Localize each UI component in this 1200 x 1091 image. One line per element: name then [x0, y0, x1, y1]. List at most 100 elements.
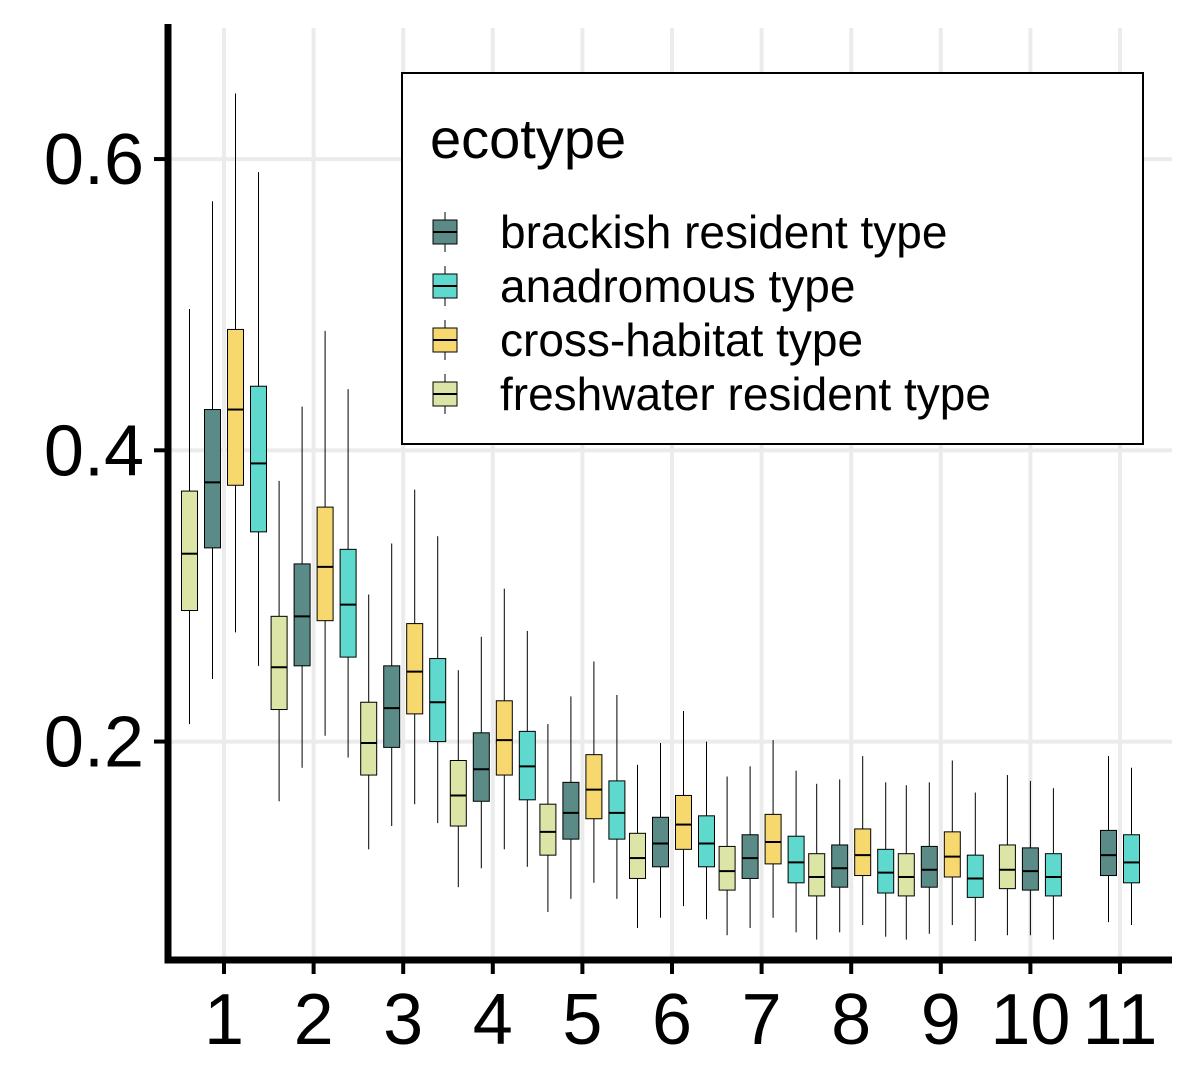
box-body-freshwater-9: [897, 853, 915, 897]
box-body-freshwater-4: [449, 759, 467, 827]
box-body-freshwater-7: [718, 845, 736, 891]
box-brackish-1: [204, 201, 221, 679]
box-body-anadromous-8: [877, 848, 895, 894]
box-brackish-2: [293, 406, 311, 768]
box-body-brackish-6: [652, 816, 669, 868]
box-cross-7: [764, 740, 782, 918]
box-anadromous-4: [518, 630, 536, 867]
box-body-anadromous-1: [250, 385, 267, 533]
box-anadromous-8: [877, 782, 895, 937]
box-freshwater-7: [718, 776, 736, 936]
box-cross-2: [316, 330, 334, 736]
box-freshwater-9: [897, 785, 915, 940]
box-body-brackish-3: [383, 665, 401, 748]
box-cross-6: [675, 710, 692, 907]
box-brackish-8: [831, 779, 849, 933]
box-body-brackish-8: [831, 844, 849, 888]
box-body-freshwater-8: [808, 853, 826, 897]
box-cross-3: [406, 489, 424, 805]
box-body-brackish-1: [204, 409, 221, 549]
legend-item-freshwater: freshwater resident type: [432, 368, 991, 420]
legend-label-freshwater-resident-type: freshwater resident type: [500, 368, 991, 420]
box-body-brackish-11: [1100, 829, 1117, 877]
legend-label-brackish-resident-type: brackish resident type: [500, 206, 947, 258]
box-anadromous-11: [1123, 767, 1140, 926]
box-body-freshwater-5: [539, 803, 557, 856]
box-body-freshwater-6: [629, 832, 646, 879]
x-tick-label-7: 7: [742, 980, 782, 1060]
box-body-brackish-9: [920, 845, 938, 888]
box-brackish-5: [562, 696, 580, 899]
box-body-brackish-10: [1021, 847, 1039, 891]
legend-item-anadromous: anadromous type: [432, 260, 855, 312]
box-body-brackish-4: [472, 732, 490, 802]
x-tick-label-5: 5: [562, 980, 602, 1060]
y-tick-label-0-4: 0.4: [44, 411, 144, 491]
box-anadromous-9: [966, 792, 984, 942]
box-body-anadromous-3: [429, 658, 447, 743]
box-body-freshwater-3: [360, 701, 378, 776]
box-body-anadromous-9: [966, 854, 984, 898]
box-freshwater-4: [449, 670, 467, 888]
x-tick-label-11: 11: [1083, 980, 1158, 1060]
x-tick-label-3: 3: [383, 980, 423, 1060]
box-body-anadromous-10: [1044, 853, 1062, 897]
box-brackish-4: [472, 636, 490, 869]
box-cross-8: [854, 756, 872, 926]
legend-item-brackish: brackish resident type: [432, 206, 947, 258]
box-freshwater-8: [808, 783, 826, 940]
legend-frame: [401, 72, 1144, 445]
box-anadromous-10: [1044, 788, 1062, 940]
x-tick-label-9: 9: [921, 980, 961, 1060]
box-body-anadromous-2: [339, 548, 357, 658]
x-tick-label-4: 4: [473, 980, 513, 1060]
legend-title: ecotype: [430, 107, 626, 170]
box-anadromous-3: [429, 536, 447, 824]
box-body-cross-8: [854, 828, 872, 877]
box-anadromous-2: [339, 389, 357, 758]
x-tick-label-10: 10: [990, 980, 1070, 1060]
box-body-anadromous-6: [698, 815, 715, 868]
box-body-anadromous-7: [787, 835, 805, 884]
box-body-cross-6: [675, 794, 692, 850]
box-cross-5: [585, 661, 603, 883]
x-tick-label-2: 2: [294, 980, 334, 1060]
box-brackish-6: [652, 743, 669, 918]
box-body-freshwater-1: [181, 490, 198, 611]
legend-item-cross: cross-habitat type: [432, 314, 863, 366]
axes: 0.2 0.4 0.6 1 2 3 4 5 6 7 8 9 10 11: [44, 24, 1172, 1060]
box-body-cross-1: [227, 328, 244, 486]
y-tick-label-0-6: 0.6: [44, 120, 144, 200]
box-body-cross-5: [585, 754, 603, 820]
x-tick-label-6: 6: [652, 980, 692, 1060]
x-tick-label-8: 8: [831, 980, 871, 1060]
box-freshwater-2: [270, 480, 288, 802]
box-body-freshwater-10: [998, 844, 1016, 890]
box-body-cross-2: [316, 506, 334, 622]
box-body-anadromous-11: [1123, 834, 1140, 884]
box-brackish-3: [383, 543, 401, 827]
legend-label-cross-habitat-type: cross-habitat type: [500, 314, 863, 366]
box-freshwater-5: [539, 724, 557, 912]
legend: ecotype brackish resident typeanadromous …: [401, 72, 1144, 445]
x-tick-label-1: 1: [204, 980, 244, 1060]
box-cross-9: [943, 760, 961, 926]
box-brackish-9: [920, 782, 938, 934]
legend-label-anadromous-type: anadromous type: [500, 260, 855, 312]
box-freshwater-10: [998, 775, 1016, 936]
box-anadromous-6: [698, 741, 715, 920]
box-anadromous-7: [787, 770, 805, 933]
box-body-brackish-2: [293, 563, 311, 667]
box-anadromous-1: [250, 172, 267, 666]
box-body-cross-7: [764, 813, 782, 865]
box-cross-1: [227, 93, 244, 633]
box-freshwater-6: [629, 764, 646, 928]
box-brackish-7: [741, 766, 759, 928]
box-body-brackish-5: [562, 781, 580, 840]
box-body-cross-4: [495, 700, 513, 776]
box-anadromous-5: [608, 694, 626, 899]
box-cross-4: [495, 588, 513, 850]
box-series: [181, 93, 1140, 942]
box-freshwater-1: [181, 309, 198, 725]
